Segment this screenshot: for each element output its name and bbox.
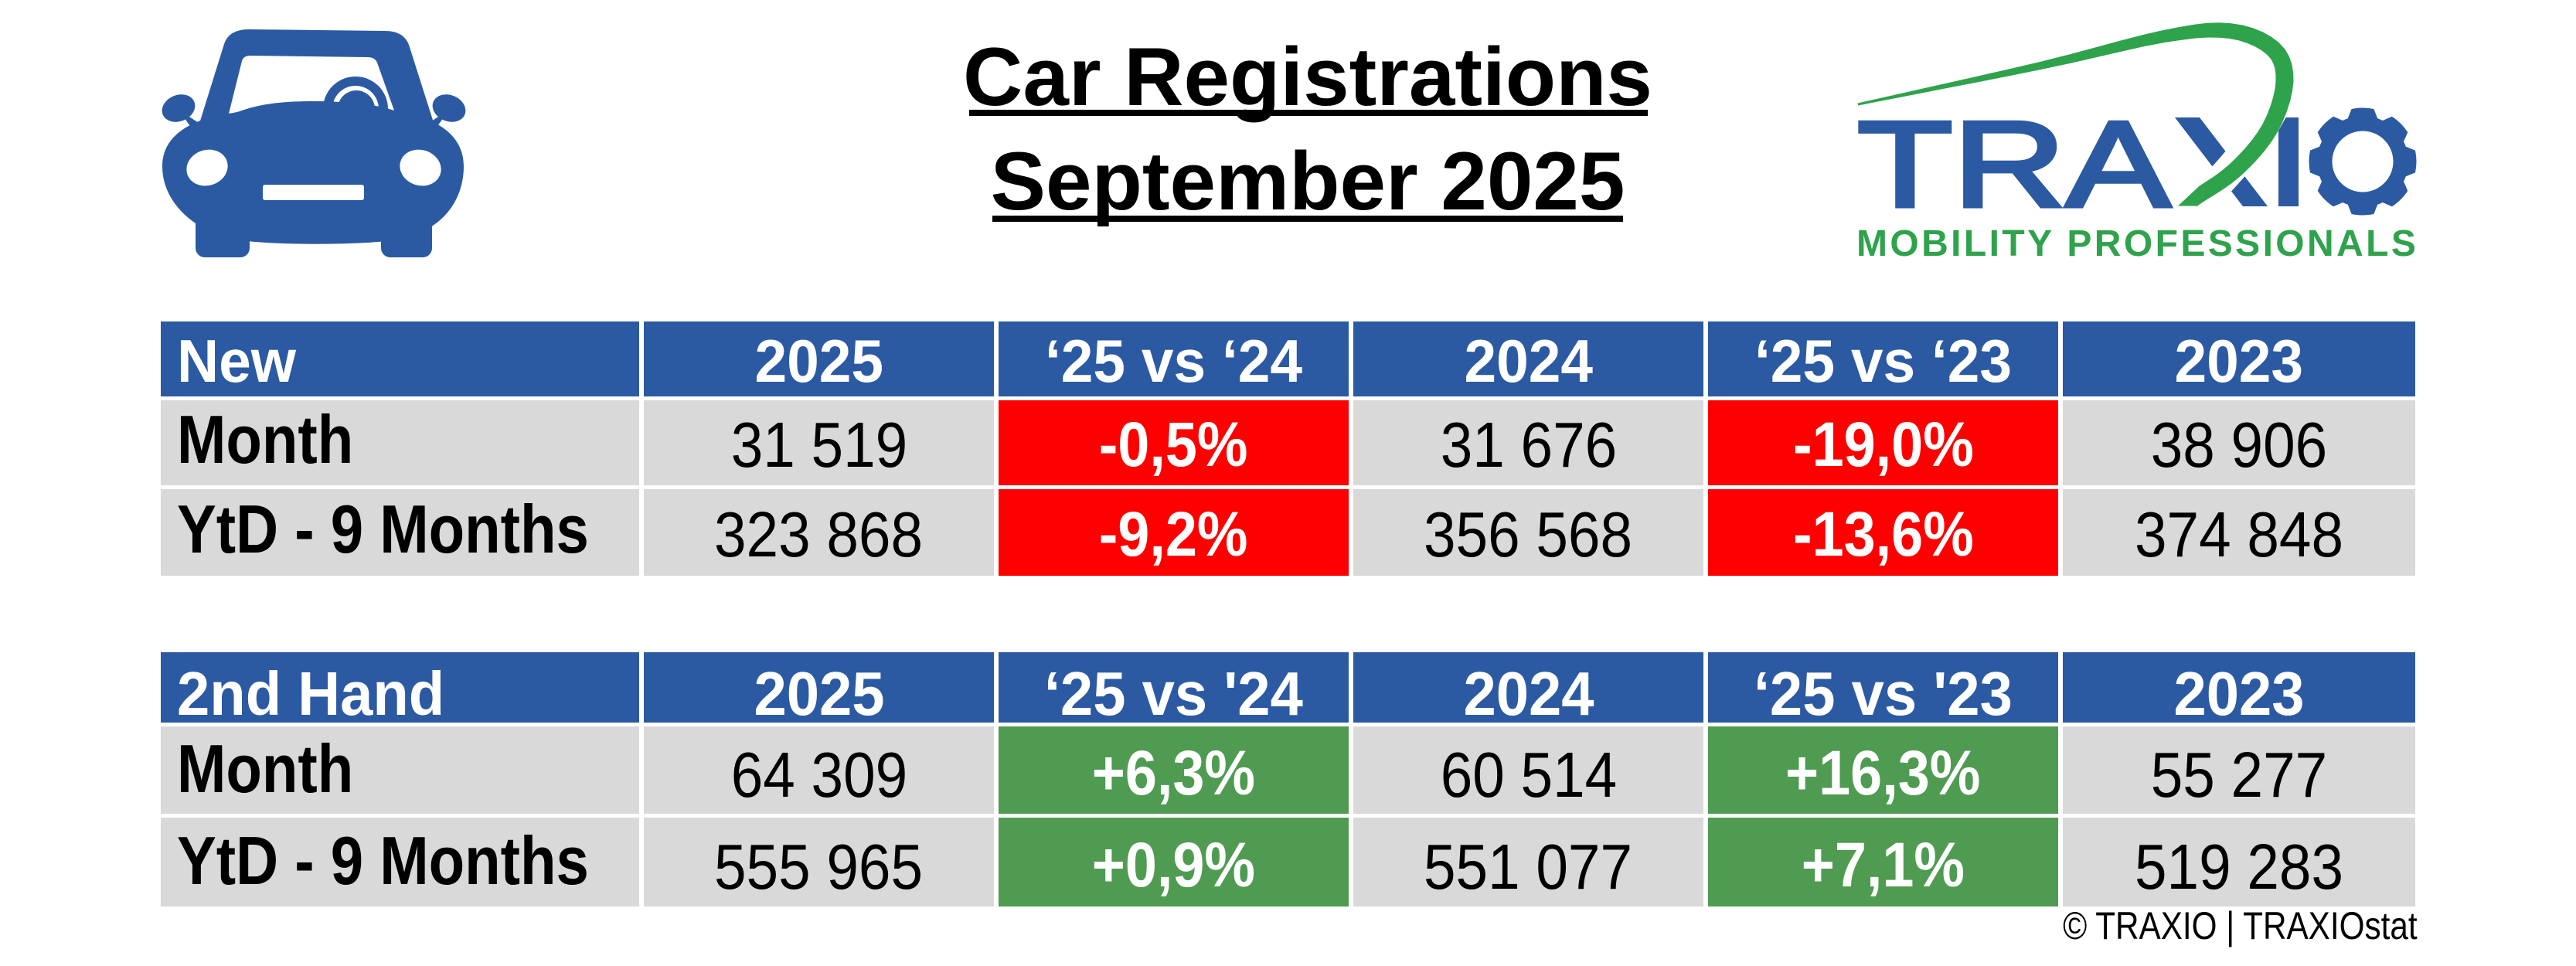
svg-text:TRA: TRA: [1857, 97, 2171, 233]
svg-text:MOBILITY PROFESSIONALS: MOBILITY PROFESSIONALS: [1856, 223, 2418, 264]
